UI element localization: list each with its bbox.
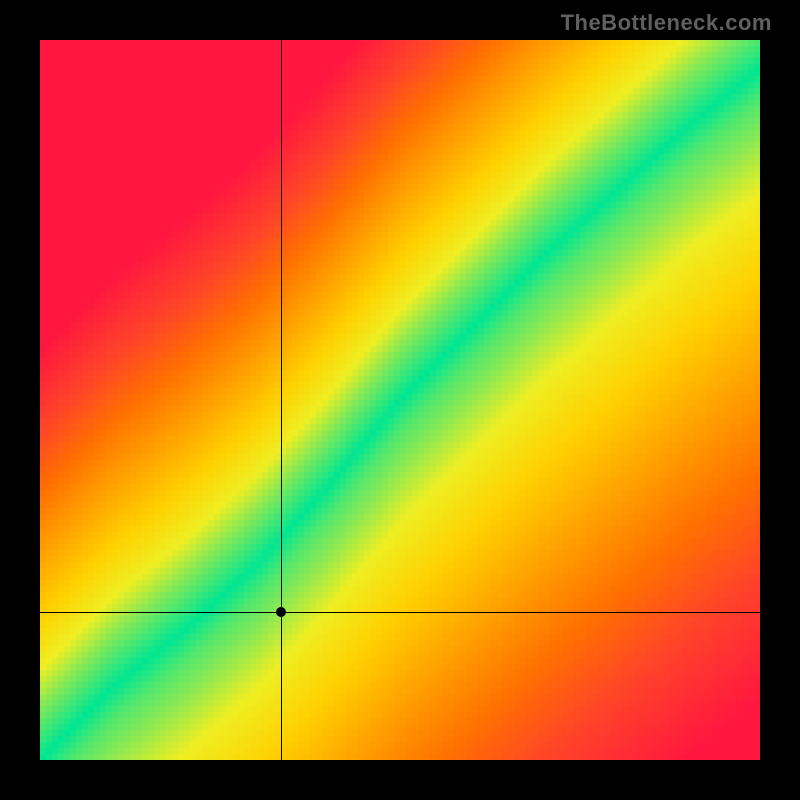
- heatmap-plot: [40, 40, 760, 760]
- heatmap-canvas: [40, 40, 760, 760]
- crosshair-horizontal: [40, 612, 760, 613]
- crosshair-vertical: [281, 40, 282, 760]
- crosshair-point: [276, 607, 286, 617]
- watermark: TheBottleneck.com: [561, 10, 772, 36]
